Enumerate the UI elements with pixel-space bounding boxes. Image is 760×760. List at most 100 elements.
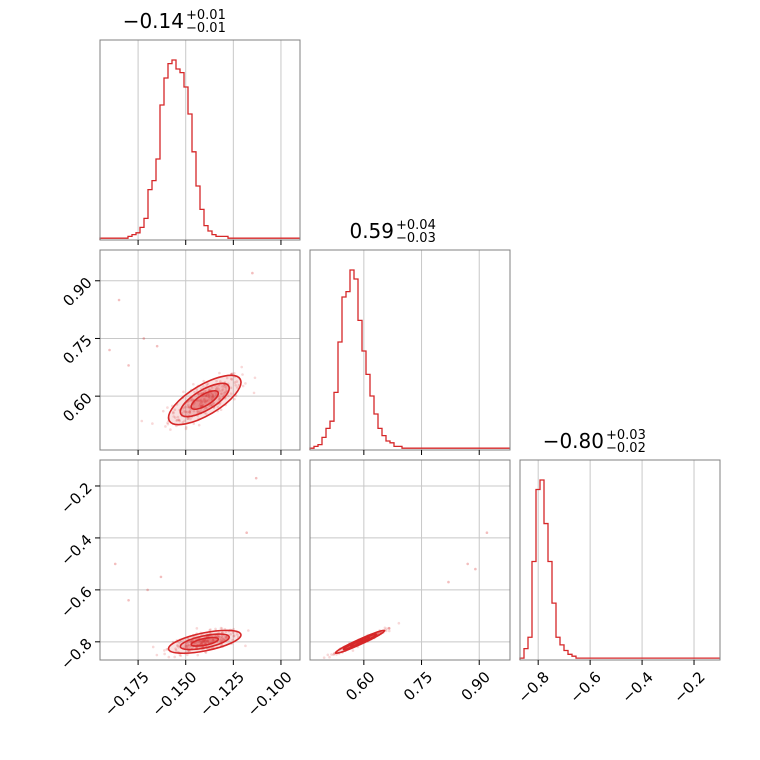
sample-point — [177, 418, 181, 422]
sample-point — [186, 644, 190, 648]
sample-point — [199, 643, 202, 646]
param-title-minus-0: −0.01 — [186, 21, 226, 36]
sample-point — [211, 395, 214, 399]
sample-point — [206, 382, 210, 385]
sample-point — [200, 641, 204, 645]
sample-point — [219, 636, 222, 639]
sample-point — [188, 405, 191, 409]
sample-point — [202, 399, 205, 403]
sample-point — [200, 404, 203, 408]
param-title-0: −0.14 — [123, 9, 184, 33]
sample-point — [217, 398, 221, 402]
sample-point — [155, 653, 159, 657]
sample-point — [232, 627, 236, 631]
x-tick-label: −0.6 — [566, 668, 604, 706]
x-tick-label: −0.125 — [196, 668, 248, 720]
sample-point — [183, 646, 187, 649]
sample-point — [220, 392, 224, 395]
sample-point — [230, 378, 234, 381]
sample-point — [205, 394, 208, 397]
sample-point — [192, 422, 196, 425]
panel-frame — [99, 249, 301, 451]
sample-point — [247, 629, 250, 632]
panel-frame — [99, 459, 301, 661]
sample-point — [203, 389, 207, 393]
density-contour-0 — [167, 374, 242, 426]
outlier-point — [474, 567, 477, 571]
sample-point — [207, 393, 211, 397]
outlier-point — [127, 598, 130, 602]
sample-point — [207, 395, 211, 399]
sample-point — [217, 634, 221, 638]
outlier-point — [251, 271, 254, 275]
sample-point — [197, 640, 200, 644]
sample-point — [211, 402, 215, 406]
sample-point — [188, 649, 191, 653]
sample-point — [177, 645, 181, 649]
sample-point — [182, 390, 185, 394]
param-title-plus-2: +0.03 — [606, 428, 646, 443]
sample-point — [215, 379, 218, 383]
sample-point — [384, 629, 388, 633]
sample-point — [210, 392, 214, 396]
sample-point — [219, 637, 223, 641]
sample-point — [204, 651, 208, 654]
sample-point — [218, 389, 221, 393]
sample-point — [214, 627, 217, 631]
sample-point — [220, 389, 224, 392]
x-tick-label: 0.60 — [342, 668, 378, 704]
sample-point — [186, 653, 189, 657]
sample-point — [223, 392, 226, 395]
sample-point — [166, 422, 170, 426]
sample-point — [223, 385, 226, 389]
sample-point — [183, 419, 186, 423]
sample-point — [187, 643, 190, 647]
sample-point — [172, 410, 175, 414]
sample-point — [233, 381, 237, 384]
sample-point — [217, 387, 220, 391]
sample-point — [209, 638, 212, 642]
sample-point — [221, 637, 225, 641]
outlier-point — [447, 580, 450, 584]
panel-content — [322, 531, 489, 659]
sample-point — [225, 376, 229, 380]
sample-point — [220, 639, 224, 643]
outlier-point — [254, 476, 258, 480]
sample-point — [211, 638, 215, 642]
sample-point — [189, 399, 193, 402]
sample-point — [206, 639, 210, 643]
sample-point — [196, 653, 200, 657]
histogram-2 — [519, 479, 720, 660]
sample-point — [241, 384, 245, 388]
sample-point — [211, 395, 215, 398]
sample-point — [241, 373, 244, 376]
outlier-point — [159, 575, 163, 579]
sample-point — [218, 371, 221, 375]
sample-point — [200, 404, 203, 408]
sample-point — [209, 403, 213, 407]
sample-point — [186, 417, 190, 421]
sample-point — [201, 640, 205, 643]
sample-point — [200, 400, 204, 403]
x-tick-label: −0.8 — [514, 668, 552, 706]
sample-point — [232, 635, 236, 638]
sample-point — [204, 412, 208, 415]
sample-point — [205, 399, 208, 403]
sample-point — [220, 635, 224, 638]
sample-point — [184, 644, 188, 648]
sample-point — [351, 649, 355, 652]
sample-point — [211, 638, 215, 642]
sample-point — [223, 635, 227, 639]
outlier-point — [485, 531, 489, 535]
x-tick-label: −0.2 — [670, 668, 708, 706]
sample-point — [229, 632, 232, 636]
sample-point — [200, 642, 204, 646]
sample-point — [211, 638, 215, 642]
sample-point — [234, 384, 237, 387]
sample-point — [330, 653, 333, 656]
sample-point — [224, 637, 227, 641]
sample-point — [233, 397, 236, 401]
sample-point — [235, 380, 239, 383]
sample-point — [322, 656, 326, 659]
sample-point — [192, 409, 196, 413]
